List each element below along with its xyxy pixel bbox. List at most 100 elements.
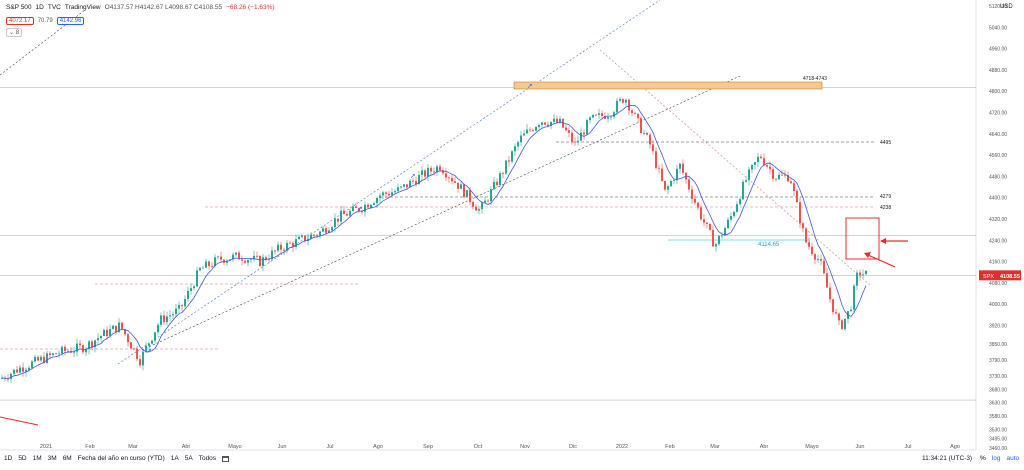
candle-body bbox=[106, 329, 108, 337]
tf-6m[interactable]: 6M bbox=[62, 455, 72, 462]
trendline-blue bbox=[117, 0, 661, 365]
percent-toggle[interactable]: % bbox=[980, 455, 986, 462]
candle-body bbox=[460, 184, 462, 189]
candle-body bbox=[355, 206, 357, 209]
x-tick-label: Mayo bbox=[228, 444, 241, 450]
candle-body bbox=[772, 169, 774, 179]
candle-body bbox=[292, 243, 294, 247]
sell-button[interactable]: 4072.17 bbox=[6, 17, 34, 25]
candle-body bbox=[544, 122, 546, 125]
candle-body bbox=[133, 348, 135, 350]
tf-1m[interactable]: 1M bbox=[32, 455, 42, 462]
tf-ytd[interactable]: Fecha del año en curso (YTD) bbox=[77, 455, 165, 462]
tf-1a[interactable]: 1A bbox=[170, 455, 179, 462]
candle-body bbox=[259, 256, 261, 267]
candle-body bbox=[853, 285, 855, 310]
candle-body bbox=[478, 209, 480, 211]
indicator-toggle[interactable]: ⌄ 8 bbox=[6, 28, 23, 37]
candle-body bbox=[739, 199, 741, 205]
candle-body bbox=[85, 349, 87, 353]
currency-label: USD bbox=[1000, 4, 1013, 10]
x-tick-label: Ago bbox=[950, 444, 960, 450]
candle-body bbox=[193, 286, 195, 289]
candle-body bbox=[283, 249, 285, 251]
candle-body bbox=[631, 110, 633, 113]
candle-body bbox=[130, 342, 132, 349]
candle-body bbox=[262, 257, 264, 267]
candle-body bbox=[382, 192, 384, 196]
calendar-icon[interactable] bbox=[222, 455, 230, 462]
candle-body bbox=[250, 259, 252, 261]
candle-body bbox=[238, 252, 240, 260]
candle-body bbox=[373, 203, 375, 205]
buy-button[interactable]: 4142.96 bbox=[56, 17, 85, 25]
candle-body bbox=[577, 140, 579, 142]
x-tick-label: Abr bbox=[760, 444, 769, 450]
candle-body bbox=[709, 223, 711, 230]
candle-body bbox=[19, 367, 21, 373]
log-toggle[interactable]: log bbox=[991, 455, 1001, 462]
candle-body bbox=[751, 164, 753, 170]
candle-body bbox=[184, 298, 186, 307]
candle-body bbox=[52, 353, 54, 356]
candle-body bbox=[88, 341, 90, 350]
symbol-name[interactable]: S&P 500 bbox=[6, 4, 32, 11]
exchange: TVC bbox=[47, 4, 61, 11]
candle-body bbox=[415, 181, 417, 185]
candle-body bbox=[814, 254, 816, 260]
candle-body bbox=[313, 234, 315, 236]
tf-1d[interactable]: 1D bbox=[4, 455, 13, 462]
candle-body bbox=[304, 235, 306, 242]
candle-body bbox=[295, 239, 297, 247]
candle-body bbox=[499, 173, 501, 186]
candle-body bbox=[163, 315, 165, 323]
timeframe-bar: 1D 5D 1M 3M 6M Fecha del año en curso (Y… bbox=[4, 455, 230, 462]
candle-body bbox=[172, 314, 174, 316]
tf-5a[interactable]: 5A bbox=[184, 455, 193, 462]
candle-body bbox=[568, 130, 570, 133]
candle-body bbox=[799, 202, 801, 224]
candle-body bbox=[664, 180, 666, 190]
candle-body bbox=[559, 118, 561, 123]
candle-body bbox=[94, 340, 96, 348]
tf-todos[interactable]: Todos bbox=[198, 455, 217, 462]
auto-toggle[interactable]: auto bbox=[1006, 455, 1020, 462]
candle-body bbox=[1, 377, 3, 379]
price-tag-symbol: SPX bbox=[983, 274, 994, 280]
candle-body bbox=[793, 183, 795, 191]
trendline-black bbox=[141, 75, 741, 351]
candle-body bbox=[325, 228, 327, 233]
candle-body bbox=[346, 214, 348, 216]
candle-body bbox=[370, 204, 372, 208]
candle-body bbox=[601, 113, 603, 117]
clock[interactable]: 11:34:21 (UTC-3) bbox=[922, 455, 973, 462]
candle-body bbox=[256, 255, 258, 257]
candle-body bbox=[46, 353, 48, 364]
candle-body bbox=[73, 351, 75, 353]
candle-body bbox=[418, 174, 420, 185]
candle-body bbox=[850, 309, 852, 312]
candle-body bbox=[622, 99, 624, 103]
y-tick-label: 3850.00 bbox=[989, 342, 1007, 348]
candle-body bbox=[58, 353, 60, 355]
tf-3m[interactable]: 3M bbox=[47, 455, 57, 462]
candle-body bbox=[463, 184, 465, 197]
candle-body bbox=[376, 197, 378, 204]
tf-5d[interactable]: 5D bbox=[18, 455, 27, 462]
candle-body bbox=[844, 318, 846, 330]
candle-body bbox=[505, 160, 507, 174]
candle-body bbox=[61, 346, 63, 354]
label-4238: 4238 bbox=[880, 205, 891, 211]
candle-body bbox=[748, 169, 750, 181]
candle-body bbox=[787, 175, 789, 182]
candle-body bbox=[796, 190, 798, 203]
y-tick-label: 3530.00 bbox=[989, 427, 1007, 433]
interval[interactable]: 1D bbox=[35, 4, 44, 11]
candle-body bbox=[706, 222, 708, 224]
candle-body bbox=[217, 256, 219, 258]
candle-body bbox=[10, 373, 12, 379]
candle-body bbox=[688, 179, 690, 190]
candle-body bbox=[358, 208, 360, 212]
candle-body bbox=[496, 181, 498, 186]
